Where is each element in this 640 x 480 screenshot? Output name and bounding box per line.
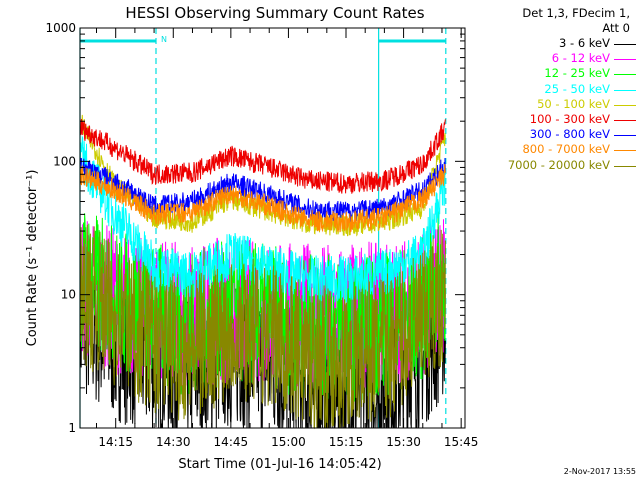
series-line-9 (79, 224, 446, 430)
x-axis-label: Start Time (01-Jul-16 14:05:42) (178, 457, 381, 472)
x-tick-label-2: 14:30 (156, 435, 191, 449)
legend-entry-2: 6 - 12 keV (488, 51, 636, 66)
legend-swatch (614, 89, 636, 91)
legend-label: 25 - 50 keV (544, 81, 610, 96)
legend-swatch (614, 59, 636, 61)
legend-entry-6: 100 - 300 keV (488, 112, 636, 127)
legend-label: 800 - 7000 keV (522, 142, 610, 157)
legend-entry-4: 25 - 50 keV (488, 82, 636, 97)
x-tick-label-3: 14:45 (214, 435, 249, 449)
legend-label: 100 - 300 keV (529, 111, 610, 126)
legend-label: 50 - 100 keV (537, 96, 610, 111)
legend-label: 6 - 12 keV (551, 51, 610, 66)
legend-entry-9: 7000 - 20000 keV (488, 158, 636, 173)
legend-swatch (614, 150, 636, 152)
attenuator-marker-label: N (161, 35, 167, 44)
series-line-6 (79, 119, 446, 194)
legend-entry-5: 50 - 100 keV (488, 97, 636, 112)
series-line-8 (79, 163, 446, 233)
legend-label: 7000 - 20000 keV (507, 157, 610, 172)
legend-entry-3: 12 - 25 keV (488, 66, 636, 81)
legend-label: 300 - 800 keV (529, 127, 610, 142)
series-line-4 (79, 135, 446, 304)
x-tick-label-1: 14:15 (98, 435, 133, 449)
plot-frame (79, 27, 466, 429)
legend-label: 12 - 25 keV (544, 66, 610, 81)
chart-title: HESSI Observing Summary Count Rates (125, 4, 424, 22)
legend-swatch (614, 135, 636, 137)
legend-header-line-1: Det 1,3, FDecim 1, (522, 6, 630, 20)
x-tick-label-6: 15:30 (386, 435, 421, 449)
plot-area: N (79, 28, 447, 430)
legend-swatch (614, 44, 636, 45)
legend: Det 1,3, FDecim 1, Att 0 3 - 6 keV 6 - 12… (488, 6, 636, 173)
y-tick-label-2: 10 (61, 288, 76, 302)
x-tick-label-4: 15:00 (271, 435, 306, 449)
legend-swatch (614, 74, 636, 76)
x-tick-label-7: 15:45 (444, 435, 479, 449)
legend-entries: 3 - 6 keV 6 - 12 keV 12 - 25 keV 25 - 50 ke… (488, 36, 636, 173)
legend-entry-8: 800 - 7000 keV (488, 142, 636, 157)
legend-header-line-2: Att 0 (602, 21, 630, 35)
legend-entry-1: 3 - 6 keV (488, 36, 636, 51)
legend-swatch (614, 104, 636, 106)
date-stamp: 2-Nov-2017 13:55 (563, 467, 636, 476)
y-tick-label-4: 1000 (45, 21, 76, 35)
y-tick-label-3: 100 (53, 154, 76, 168)
legend-swatch (614, 119, 636, 121)
axes: 1 10 100 1000 14:15 14:30 14:45 15:00 15:15 15:30… (45, 21, 478, 449)
legend-entry-7: 300 - 800 keV (488, 127, 636, 142)
legend-swatch (614, 165, 636, 167)
y-tick-label-1: 1 (68, 421, 76, 435)
y-axis-label: Count Rate (s⁻¹ detector⁻¹) (25, 170, 40, 347)
x-tick-label-5: 15:15 (329, 435, 364, 449)
legend-label: 3 - 6 keV (559, 36, 610, 50)
